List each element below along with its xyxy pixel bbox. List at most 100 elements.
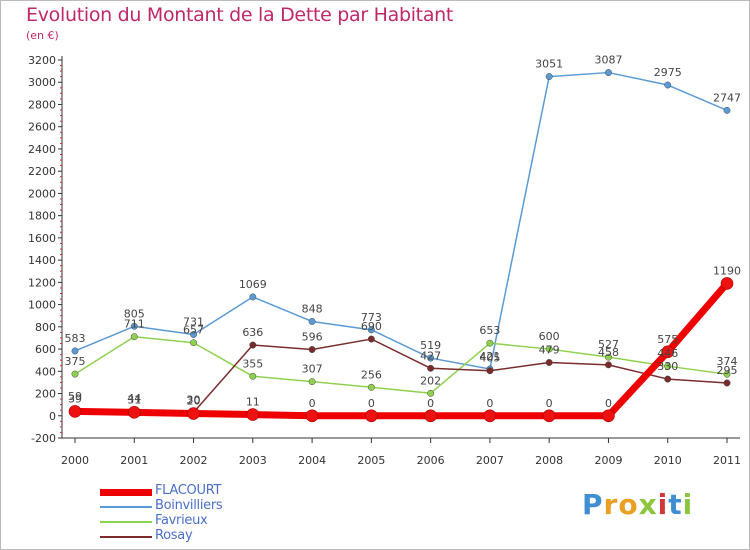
data-point-rosay-2006 bbox=[427, 364, 435, 372]
data-label-favrieux-2000: 375 bbox=[65, 355, 86, 368]
data-label-rosay-2009: 458 bbox=[598, 346, 619, 359]
y-tick-label-1200: 1200 bbox=[28, 276, 56, 289]
x-tick-label-2009: 2009 bbox=[594, 454, 622, 467]
data-point-rosay-2010 bbox=[664, 375, 672, 383]
y-tick-label-2200: 2200 bbox=[28, 165, 56, 178]
data-label-flacourt-2001: 31 bbox=[127, 393, 141, 406]
line-chart: -200020040060080010001200140016001800200… bbox=[28, 54, 741, 467]
x-tick-label-2011: 2011 bbox=[713, 454, 741, 467]
y-tick-label-1400: 1400 bbox=[28, 254, 56, 267]
data-label-favrieux-2008: 600 bbox=[539, 330, 560, 343]
data-label-flacourt-2002: 20 bbox=[187, 395, 201, 408]
series-line-flacourt bbox=[71, 279, 731, 420]
x-tick-label-2007: 2007 bbox=[476, 454, 504, 467]
y-tick-label--200: -200 bbox=[31, 432, 56, 445]
data-label-boinvilliers-2010: 2975 bbox=[654, 66, 682, 79]
data-point-boinvilliers-2002 bbox=[190, 331, 197, 338]
series-line-favrieux bbox=[74, 335, 728, 395]
data-point-rosay-2009 bbox=[605, 361, 612, 369]
data-label-boinvilliers-2005: 773 bbox=[361, 311, 382, 324]
y-tick-label-400: 400 bbox=[35, 365, 56, 378]
data-label-favrieux-2007: 653 bbox=[479, 324, 500, 337]
data-label-rosay-2011: 295 bbox=[717, 364, 738, 377]
y-tick-label-2800: 2800 bbox=[28, 98, 56, 111]
data-label-rosay-2002: 30 bbox=[187, 393, 201, 406]
x-tick-label-2010: 2010 bbox=[654, 454, 682, 467]
y-tick-label-800: 800 bbox=[35, 321, 56, 334]
logo-letter: o bbox=[618, 488, 639, 521]
data-point-flacourt-2008 bbox=[542, 409, 556, 423]
data-point-boinvilliers-2005 bbox=[367, 326, 375, 334]
data-point-boinvilliers-2006 bbox=[427, 354, 435, 362]
legend-label: Rosay bbox=[155, 528, 193, 543]
data-label-boinvilliers-2000: 583 bbox=[65, 332, 86, 345]
data-label-boinvilliers-2003: 1069 bbox=[239, 278, 267, 291]
data-label-flacourt-2008: 0 bbox=[546, 397, 553, 410]
data-point-flacourt-2005 bbox=[365, 409, 378, 423]
data-label-rosay-2005: 690 bbox=[361, 320, 382, 333]
data-label-boinvilliers-2008: 3051 bbox=[535, 58, 563, 71]
data-label-favrieux-2011: 374 bbox=[717, 355, 738, 368]
data-point-favrieux-2007 bbox=[486, 339, 494, 347]
x-tick-label-2004: 2004 bbox=[298, 454, 326, 467]
data-label-favrieux-2004: 307 bbox=[302, 363, 323, 376]
data-label-favrieux-2003: 355 bbox=[242, 357, 263, 370]
legend-swatch bbox=[100, 536, 152, 538]
proxiti-logo: Proxiti bbox=[582, 488, 693, 521]
data-label-boinvilliers-2007: 421 bbox=[479, 350, 500, 363]
data-point-boinvilliers-2004 bbox=[308, 318, 316, 325]
data-label-rosay-2008: 479 bbox=[539, 344, 560, 357]
y-tick-label-0: 0 bbox=[49, 410, 56, 423]
y-tick-label-200: 200 bbox=[35, 388, 56, 401]
data-label-flacourt-2006: 0 bbox=[427, 397, 434, 410]
legend-swatch bbox=[100, 488, 152, 496]
data-point-boinvilliers-2000 bbox=[71, 347, 79, 355]
x-tick-label-2003: 2003 bbox=[239, 454, 267, 467]
data-label-boinvilliers-2002: 731 bbox=[183, 315, 204, 328]
data-point-favrieux-2008 bbox=[545, 345, 553, 353]
series-line-rosay bbox=[74, 338, 728, 414]
y-tick-label-3200: 3200 bbox=[28, 54, 56, 67]
logo-letter: x bbox=[638, 488, 658, 521]
y-tick-label-3000: 3000 bbox=[28, 76, 56, 89]
data-point-rosay-2007 bbox=[486, 367, 494, 375]
data-label-rosay-2007: 405 bbox=[479, 352, 500, 365]
logo-letter: r bbox=[603, 488, 619, 521]
data-point-flacourt-2007 bbox=[483, 409, 497, 423]
y-tick-label-1600: 1600 bbox=[28, 232, 56, 245]
data-point-flacourt-2001 bbox=[127, 406, 141, 419]
data-point-flacourt-2011 bbox=[720, 277, 734, 290]
data-point-boinvilliers-2011 bbox=[723, 106, 731, 114]
data-point-favrieux-2004 bbox=[308, 378, 316, 386]
data-point-boinvilliers-2010 bbox=[664, 81, 672, 89]
data-label-boinvilliers-2001: 805 bbox=[124, 307, 145, 320]
x-tick-label-2000: 2000 bbox=[61, 454, 89, 467]
y-tick-label-600: 600 bbox=[35, 343, 56, 356]
legend-swatch bbox=[100, 521, 152, 523]
data-point-rosay-2008 bbox=[545, 359, 553, 366]
data-label-rosay-2000: 59 bbox=[68, 390, 82, 403]
data-label-rosay-2001: 44 bbox=[127, 392, 141, 405]
data-label-flacourt-2005: 0 bbox=[368, 397, 375, 410]
data-label-favrieux-2006: 202 bbox=[420, 374, 441, 387]
data-label-favrieux-2010: 446 bbox=[657, 347, 678, 360]
logo-letter: i bbox=[682, 488, 694, 521]
legend-label: Boinvilliers bbox=[155, 498, 223, 513]
x-tick-label-2008: 2008 bbox=[535, 454, 563, 467]
logo-letter: i bbox=[657, 488, 669, 521]
data-point-boinvilliers-2009 bbox=[605, 69, 612, 77]
data-point-flacourt-2010 bbox=[661, 345, 675, 359]
data-label-favrieux-2001: 711 bbox=[124, 318, 145, 331]
data-point-boinvilliers-2001 bbox=[130, 322, 138, 330]
data-label-boinvilliers-2009: 3087 bbox=[594, 54, 622, 67]
y-tick-label-2600: 2600 bbox=[28, 121, 56, 134]
data-label-flacourt-2007: 0 bbox=[486, 397, 493, 410]
data-label-flacourt-2011: 1190 bbox=[713, 264, 741, 277]
data-label-rosay-2004: 596 bbox=[302, 331, 323, 344]
data-point-flacourt-2003 bbox=[246, 408, 260, 421]
data-point-favrieux-2001 bbox=[130, 333, 138, 341]
data-point-flacourt-2004 bbox=[305, 409, 319, 423]
data-point-flacourt-2000 bbox=[68, 405, 82, 418]
data-label-favrieux-2002: 657 bbox=[183, 324, 204, 337]
data-point-flacourt-2002 bbox=[187, 407, 200, 420]
